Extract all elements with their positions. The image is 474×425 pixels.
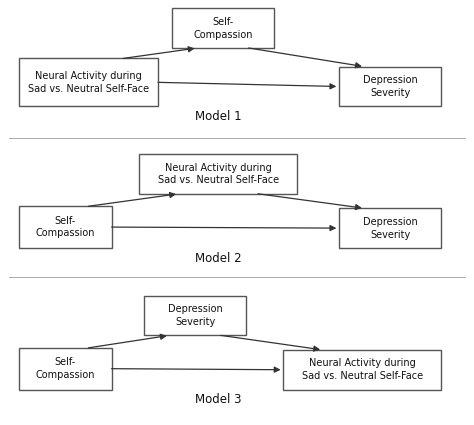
FancyBboxPatch shape <box>283 350 441 389</box>
Text: Neural Activity during
Sad vs. Neutral Self-Face: Neural Activity during Sad vs. Neutral S… <box>302 358 423 381</box>
FancyBboxPatch shape <box>339 67 441 106</box>
Text: Self-
Compassion: Self- Compassion <box>36 215 95 238</box>
FancyBboxPatch shape <box>18 58 158 106</box>
Text: Self-
Compassion: Self- Compassion <box>193 17 253 40</box>
Text: Neural Activity during
Sad vs. Neutral Self-Face: Neural Activity during Sad vs. Neutral S… <box>158 163 279 185</box>
Text: Depression
Severity: Depression Severity <box>363 75 418 98</box>
Text: Depression
Severity: Depression Severity <box>363 217 418 240</box>
Text: Model 2: Model 2 <box>195 252 242 264</box>
Text: Model 1: Model 1 <box>195 110 242 123</box>
FancyBboxPatch shape <box>339 208 441 248</box>
FancyBboxPatch shape <box>18 206 111 248</box>
Text: Model 3: Model 3 <box>195 393 242 406</box>
FancyBboxPatch shape <box>172 8 274 48</box>
FancyBboxPatch shape <box>139 154 297 194</box>
Text: Self-
Compassion: Self- Compassion <box>36 357 95 380</box>
FancyBboxPatch shape <box>144 296 246 335</box>
Text: Depression
Severity: Depression Severity <box>168 304 223 327</box>
Text: Neural Activity during
Sad vs. Neutral Self-Face: Neural Activity during Sad vs. Neutral S… <box>28 71 149 94</box>
FancyBboxPatch shape <box>18 348 111 389</box>
